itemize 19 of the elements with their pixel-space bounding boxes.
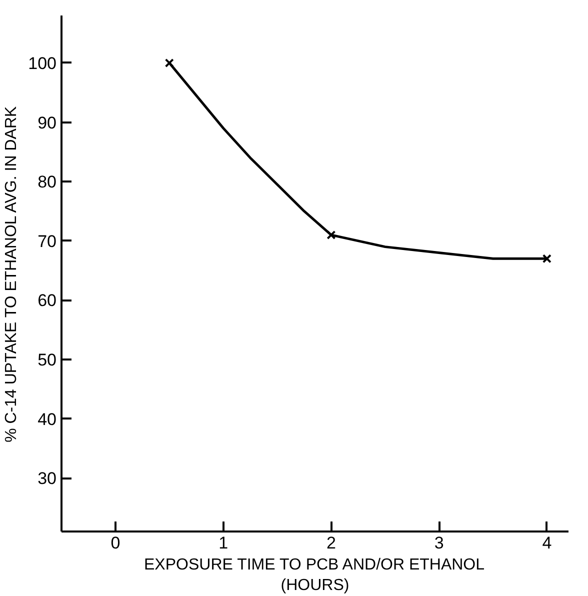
- y-tick-label: 70: [38, 232, 57, 251]
- line-series: [168, 62, 548, 260]
- y-tick-label: 80: [38, 172, 57, 192]
- x-tick-label: 1: [218, 534, 228, 552]
- y-tick-label: 100: [28, 54, 57, 73]
- x-tick-label: 3: [434, 534, 444, 552]
- point: [164, 58, 174, 68]
- point: [542, 254, 552, 264]
- y-tick-label: 60: [38, 291, 57, 310]
- y-tick-label: 30: [38, 469, 57, 488]
- y-tick-label: 90: [38, 113, 57, 132]
- y-tick-label: 40: [38, 410, 57, 429]
- x-tick-label: 4: [542, 534, 552, 552]
- x-tick-label: 0: [110, 534, 120, 552]
- x-axis-title: EXPOSURE TIME TO PCB AND/OR ETHANOL (HOURS): [144, 556, 485, 594]
- y-tick-label: 50: [38, 350, 57, 370]
- point: [326, 230, 336, 240]
- y-axis-title: % C-14 UPTAKE TO ETHANOL AVG. IN DARK: [3, 106, 20, 442]
- x-tick-label: 2: [326, 534, 336, 552]
